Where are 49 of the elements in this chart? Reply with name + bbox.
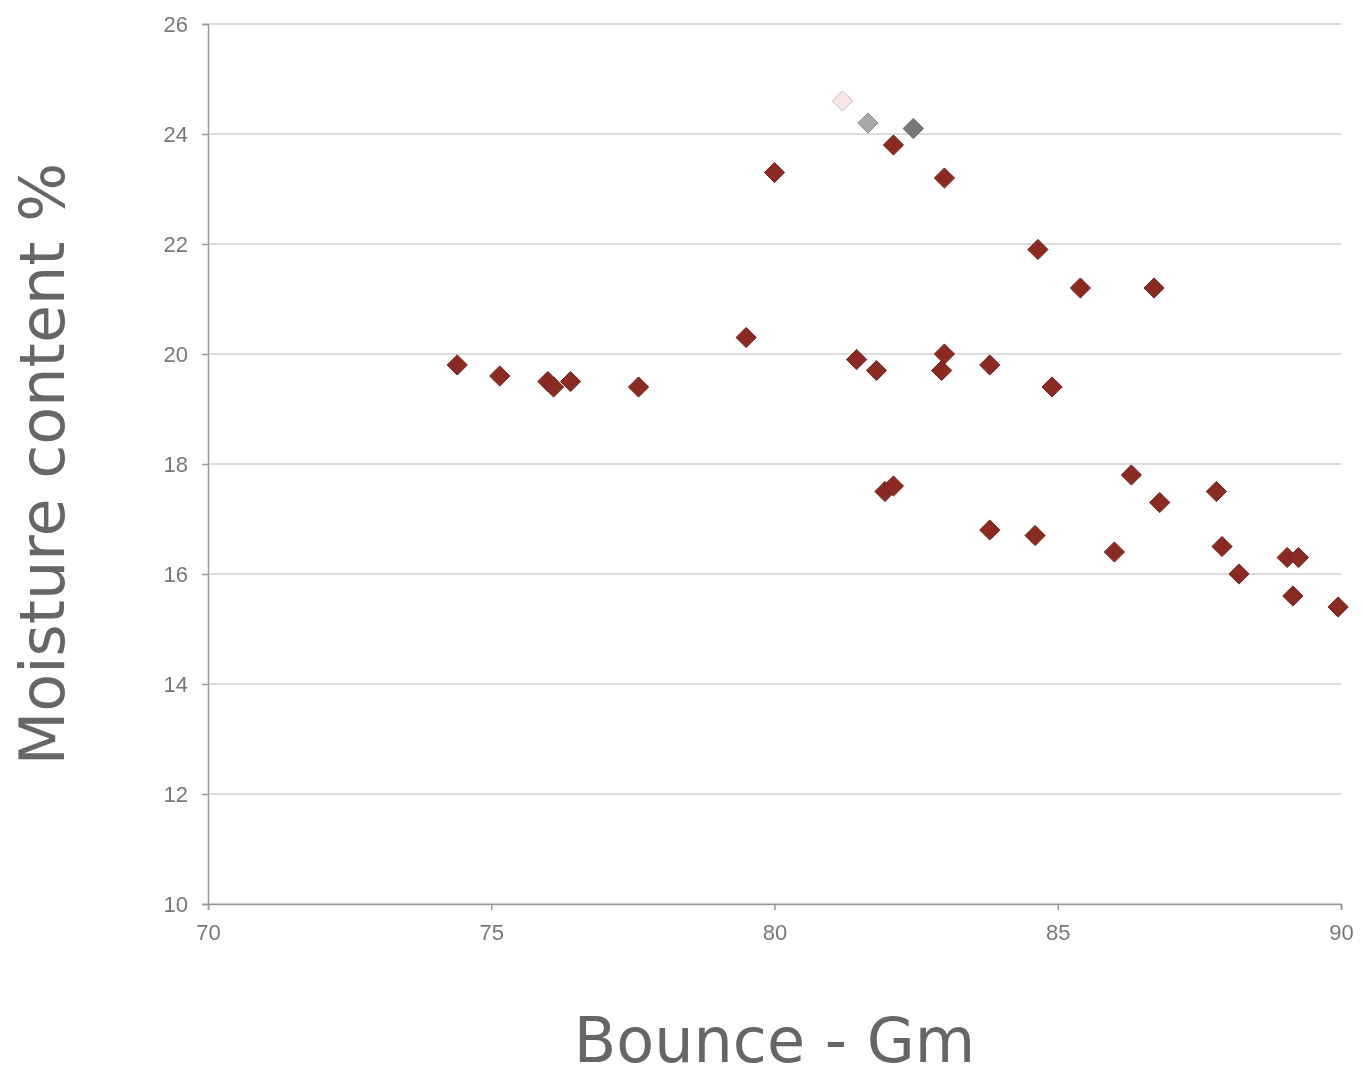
y-axis-title: Moisture content % [6, 162, 79, 766]
point [1120, 464, 1142, 486]
y-tick-label: 22 [163, 231, 188, 257]
point [1069, 277, 1092, 299]
x-axis-title: Bounce - Gm [573, 1004, 976, 1067]
y-tick-label: 20 [163, 341, 188, 367]
point [1143, 277, 1165, 299]
point [1211, 535, 1233, 558]
point [542, 376, 565, 398]
point [931, 359, 953, 382]
point [627, 376, 650, 398]
x-tick-label: 85 [1046, 919, 1071, 945]
point [446, 354, 468, 376]
point [933, 167, 956, 189]
y-tick-label: 26 [163, 11, 188, 37]
point [846, 348, 868, 371]
point [979, 354, 1001, 376]
y-tick-label: 18 [163, 451, 188, 477]
point [831, 90, 854, 112]
point [979, 519, 1001, 541]
point [1282, 585, 1304, 607]
y-tick-label: 10 [163, 891, 188, 917]
y-tick-label: 12 [163, 781, 188, 807]
y-tick-label: 14 [163, 671, 188, 697]
x-tick-label: 80 [762, 919, 788, 945]
point [735, 326, 757, 349]
point [1327, 596, 1349, 618]
point [1041, 376, 1063, 398]
point [489, 365, 511, 387]
point [1228, 563, 1250, 585]
point [865, 359, 888, 382]
point [882, 475, 905, 497]
point [1024, 524, 1046, 547]
point [1205, 480, 1227, 503]
x-tick-label: 90 [1329, 919, 1354, 945]
point [902, 117, 924, 140]
point [763, 161, 786, 184]
point [1027, 238, 1049, 261]
point [882, 134, 905, 156]
point [1149, 491, 1171, 514]
point [857, 112, 879, 134]
y-tick-label: 24 [163, 121, 188, 147]
point [933, 343, 956, 365]
x-tick-label: 70 [196, 919, 221, 945]
y-tick-label: 16 [163, 561, 188, 587]
point [559, 370, 582, 393]
point [1287, 546, 1310, 569]
x-tick-label: 75 [479, 919, 504, 945]
point [1103, 541, 1125, 563]
